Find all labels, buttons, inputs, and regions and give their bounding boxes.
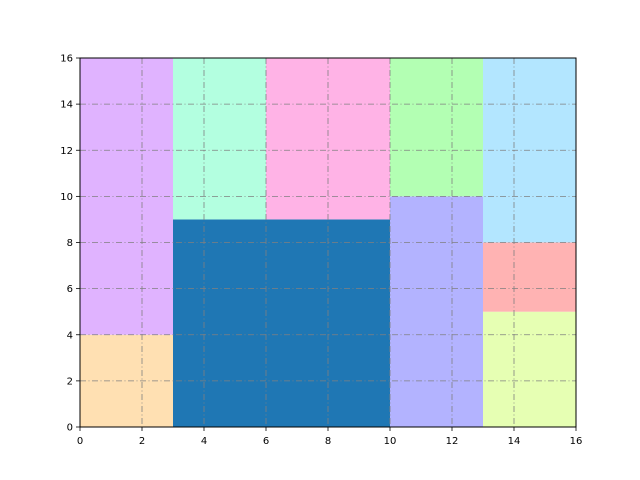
x-tick-label-0: 0 [77,436,83,447]
y-tick-label-8: 16 [60,54,73,65]
y-tick-label-5: 10 [60,192,73,203]
y-tick-label-3: 6 [67,284,73,295]
x-tick-label-6: 12 [446,436,459,447]
rectangle-3 [173,58,266,220]
rectangle-8 [483,242,576,312]
rectangle-2 [173,219,390,427]
x-tick-label-3: 6 [263,436,269,447]
y-tick-label-4: 8 [67,238,73,249]
x-axis: 0 2 4 6 8 10 12 14 16 [77,427,583,447]
y-axis: 0 2 4 6 8 10 12 14 16 [60,54,80,434]
y-tick-label-2: 4 [67,330,73,341]
y-tick-label-1: 2 [67,376,73,387]
x-tick-label-8: 16 [570,436,583,447]
x-tick-label-5: 10 [384,436,397,447]
y-tick-label-6: 12 [60,146,73,157]
rectangle-7 [483,311,576,427]
x-tick-label-7: 14 [508,436,521,447]
y-tick-label-7: 14 [60,100,73,111]
x-tick-label-1: 2 [139,436,145,447]
y-tick-label-0: 0 [67,423,73,434]
x-tick-label-4: 8 [325,436,331,447]
rectangle-6 [390,58,483,197]
rectangle-5 [390,196,483,427]
x-tick-label-2: 4 [201,436,207,447]
